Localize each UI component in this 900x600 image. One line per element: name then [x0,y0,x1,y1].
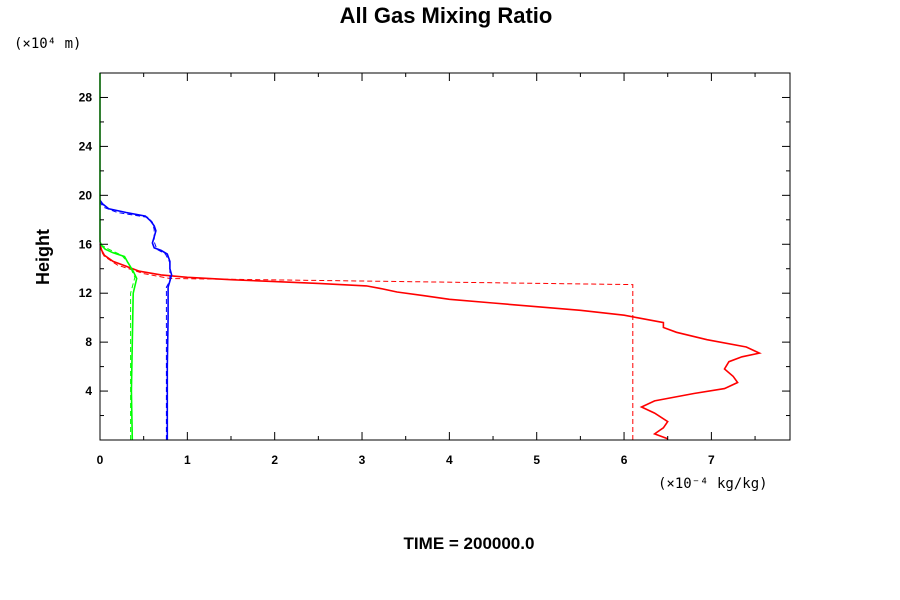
y-tick-label: 28 [79,90,93,104]
x-unit-label: (×10⁻⁴ kg/kg) [658,476,768,492]
series-line-2-solid [99,199,173,440]
series-line-0-solid [99,244,762,440]
y-tick-label: 20 [79,188,93,202]
x-tick-label: 5 [533,453,540,467]
x-tick-label: 3 [359,453,366,467]
x-tick-label: 7 [708,453,715,467]
axis-ticks [99,72,790,440]
x-tick-label: 4 [446,453,453,467]
y-axis-label: Height [33,229,53,285]
series-line-5-dashed [99,243,136,440]
time-footer: TIME = 200000.0 [404,534,535,553]
x-tick-labels: 0 1 2 3 4 5 6 7 [97,453,715,467]
y-tick-label: 24 [79,139,93,153]
y-tick-label: 4 [85,384,92,398]
x-tick-label: 2 [271,453,278,467]
y-tick-labels: 4 8 12 16 20 24 28 [79,90,93,398]
x-tick-label: 1 [184,453,191,467]
x-tick-label: 0 [97,453,104,467]
plot-lines [99,73,762,441]
y-tick-label: 12 [79,286,93,300]
y-unit-label: (×10⁴ m) [14,36,81,52]
y-tick-label: 16 [79,237,93,251]
x-tick-label: 6 [621,453,628,467]
series-line-3-dashed [99,202,171,440]
chart-title: All Gas Mixing Ratio [340,3,553,28]
y-tick-label: 8 [85,335,92,349]
plot-frame [99,72,791,441]
series-line-1-dashed [99,248,634,440]
